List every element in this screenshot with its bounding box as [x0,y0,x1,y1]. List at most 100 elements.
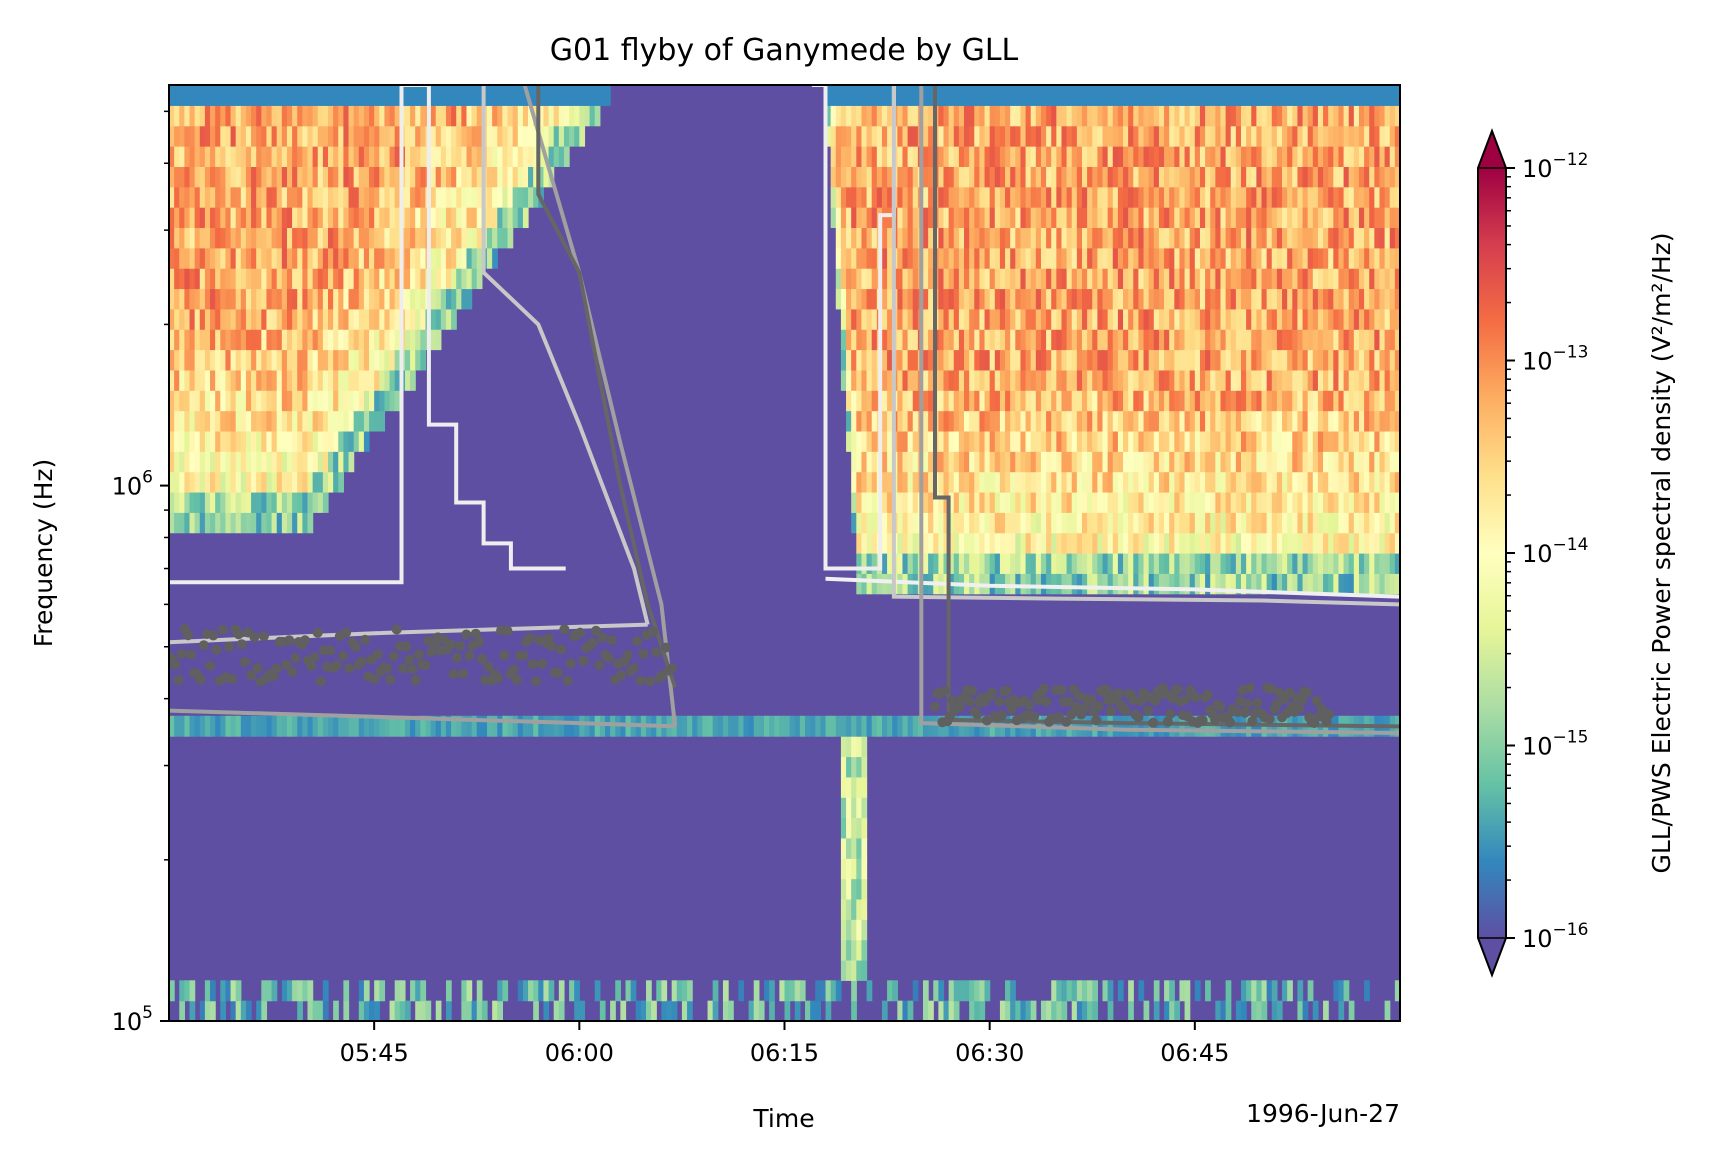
heatmap-cell [1271,268,1278,290]
heatmap-cell [322,288,329,310]
heatmap-cell [1348,308,1355,330]
heatmap-cell [722,1000,729,1021]
heatmap-cell [1317,166,1324,188]
heatmap-cell [297,980,303,1002]
heatmap-cell [312,227,319,249]
heatmap-cell [1051,308,1057,330]
heatmap-cell [394,268,401,290]
heatmap-cell [1138,146,1145,167]
heatmap-cell [1046,105,1052,127]
heatmap-cell [1158,430,1165,452]
heatmap-cell [1246,268,1252,290]
heatmap-cell [1056,268,1063,290]
heatmap-cell [189,329,196,351]
heatmap-cell [1071,451,1078,473]
heatmap-cell [1282,349,1288,371]
heatmap-cell [784,1000,791,1021]
heatmap-cell [528,125,534,147]
heatmap-cell [1369,85,1375,106]
heatmap-cell [502,85,509,106]
heatmap-cell [1271,227,1278,249]
heatmap-cell [948,247,955,269]
heatmap-cell [1379,166,1386,188]
heatmap-cell [958,471,965,493]
heatmap-cell [343,430,350,452]
heatmap-cell [1153,532,1160,554]
heatmap-cell [1333,369,1340,391]
heatmap-cell [507,715,514,737]
heatmap-cell [445,146,452,167]
heatmap-cell [1143,715,1150,737]
heatmap-cell [1092,146,1098,167]
heatmap-cell [497,85,503,106]
heatmap-cell [292,491,298,513]
heatmap-cell [189,715,196,737]
heatmap-cell [1107,980,1114,1002]
heatmap-cell [989,85,996,106]
heatmap-cell [245,207,252,229]
heatmap-cell [1276,308,1283,330]
heatmap-cell [1276,247,1283,269]
heatmap-cell [312,369,319,391]
heatmap-cell [271,125,278,147]
heatmap-cell [230,430,237,452]
heatmap-cell [1046,410,1052,432]
heatmap-cell [1369,268,1375,290]
heatmap-cell [846,146,852,167]
heatmap-cell [302,125,309,147]
heatmap-cell [1256,125,1263,147]
heatmap-cell [1369,471,1375,493]
heatmap-cell [1071,349,1078,371]
heatmap-cell [984,512,991,534]
heatmap-cell [1389,268,1396,290]
overlay-line-8 [919,85,1400,735]
heatmap-cell [251,390,257,412]
heatmap-cell [1323,430,1329,452]
heatmap-cell [989,268,996,290]
scatter-point-0 [236,639,247,650]
heatmap-cell [1005,146,1011,167]
heatmap-cell [1338,573,1345,595]
heatmap-cell [1323,349,1329,371]
heatmap-cell [215,308,221,330]
scatter-point-0 [239,656,250,667]
heatmap-cell [1138,227,1145,249]
heatmap-cell [328,715,334,737]
heatmap-cell [235,471,242,493]
heatmap-cell [861,247,868,269]
heatmap-cell [1271,1000,1278,1021]
heatmap-cell [1282,430,1288,452]
heatmap-cell [348,451,355,473]
heatmap-cell [174,186,180,208]
heatmap-cell [404,105,411,127]
heatmap-cell [440,227,447,249]
heatmap-cell [912,227,919,249]
heatmap-cell [466,1000,473,1021]
heatmap-cell [1046,430,1052,452]
heatmap-cell [1030,471,1037,493]
heatmap-cell [322,410,329,432]
heatmap-cell [958,329,965,351]
heatmap-cell [184,451,191,473]
heatmap-cell [1317,553,1324,574]
heatmap-cell [476,166,483,188]
heatmap-cell [1282,553,1288,574]
heatmap-cell [281,166,288,188]
heatmap-cell [1071,85,1078,106]
heatmap-cell [1087,288,1093,310]
heatmap-cell [404,288,411,310]
heatmap-cell [251,186,257,208]
heatmap-cell [199,451,206,473]
heatmap-cell [933,532,939,554]
heatmap-cell [1389,146,1396,167]
heatmap-cell [1241,329,1247,351]
heatmap-cell [1158,471,1165,493]
heatmap-cell [487,85,493,106]
heatmap-cell [184,125,191,147]
heatmap-cell [445,125,452,147]
heatmap-cell [302,186,309,208]
heatmap-cell [1384,471,1391,493]
heatmap-cell [1343,573,1350,595]
heatmap-cell [297,146,303,167]
heatmap-cell [984,349,991,371]
